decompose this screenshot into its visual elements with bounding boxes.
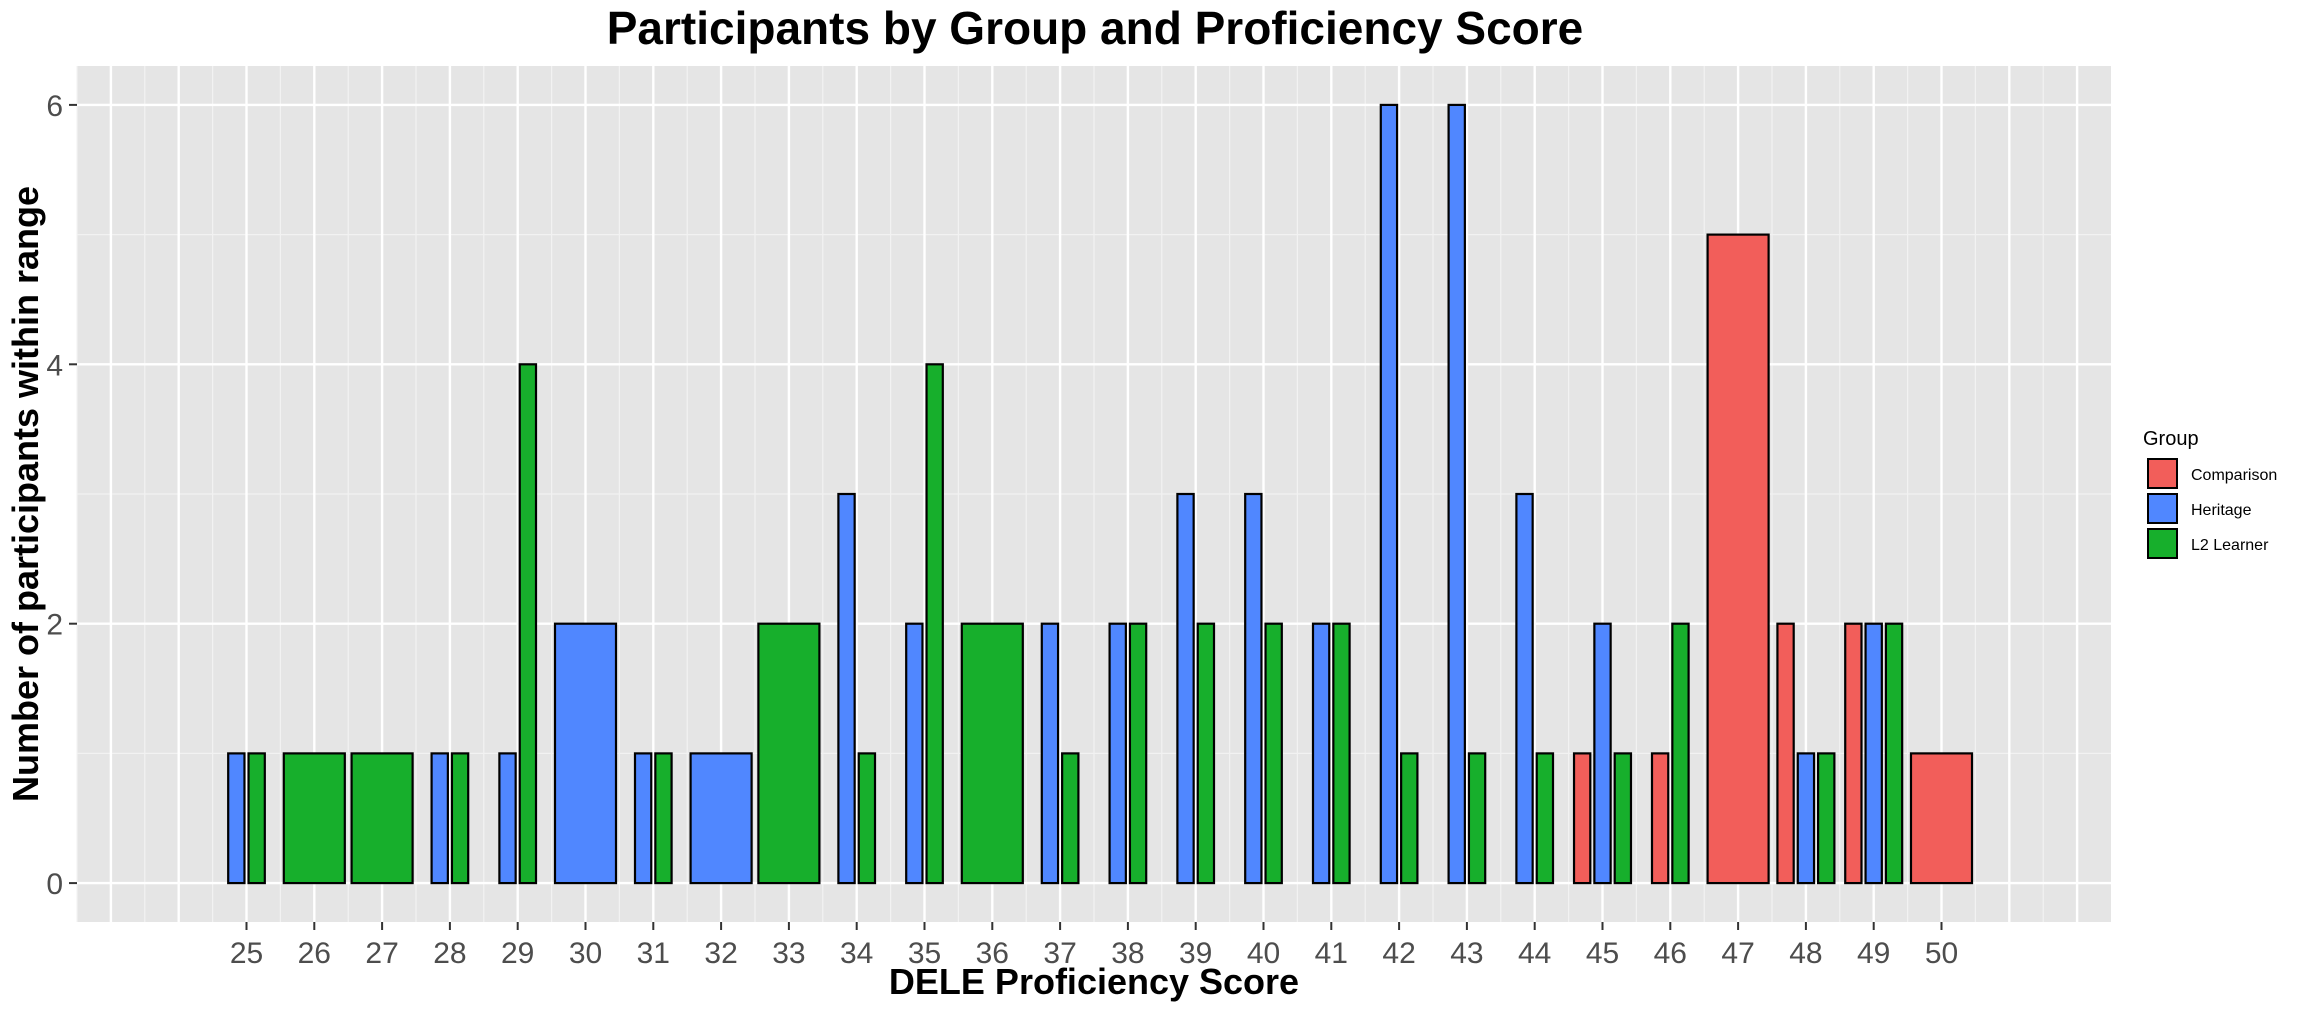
bar-l2-learner	[1264, 622, 1283, 885]
legend-swatch-l2-learner	[2147, 528, 2178, 559]
bar-l2-learner	[1400, 752, 1419, 885]
bar-heritage	[1447, 103, 1466, 885]
x-tick-label: 25	[230, 937, 263, 970]
x-tick-label: 46	[1654, 937, 1687, 970]
x-tick-label: 42	[1382, 937, 1415, 970]
x-tick-label: 32	[704, 937, 737, 970]
legend-swatch-heritage	[2147, 493, 2178, 524]
bar-l2-learner	[282, 752, 346, 885]
bar-l2-learner	[757, 622, 821, 885]
bar-comparison	[1909, 752, 1974, 885]
x-tick-label: 31	[637, 937, 670, 970]
bar-heritage	[1244, 492, 1263, 885]
y-axis-label: Number of participants within range	[5, 186, 46, 802]
x-tick-label: 28	[433, 937, 466, 970]
bar-heritage	[1176, 492, 1195, 885]
x-axis-ticks: 25 26 27 28 29 30 31 32 33 34 35 36 37 38 39 40 41 42 43 44…	[230, 922, 1958, 970]
legend: Group Comparison Heritage L2 Learner	[2143, 428, 2277, 559]
bars	[227, 103, 1974, 885]
bar-comparison	[1706, 233, 1770, 885]
bar-heritage	[1515, 492, 1534, 885]
bar-l2-learner	[1332, 622, 1351, 885]
bar-l2-learner	[960, 622, 1024, 885]
bar-heritage	[1108, 622, 1127, 885]
bar-heritage	[430, 752, 449, 885]
x-tick-label: 33	[772, 937, 805, 970]
legend-items: Comparison Heritage L2 Learner	[2147, 458, 2277, 559]
x-tick-label: 50	[1925, 937, 1958, 970]
bar-heritage	[498, 752, 517, 885]
x-tick-label: 29	[501, 937, 534, 970]
y-tick-label: 0	[46, 868, 63, 901]
legend-title: Group	[2143, 428, 2199, 450]
bar-l2-learner	[518, 363, 538, 885]
bar-comparison	[1650, 752, 1670, 885]
x-axis-label: DELE Proficiency Score	[889, 961, 1299, 1002]
legend-label: Heritage	[2191, 502, 2252, 519]
x-tick-label: 30	[569, 937, 602, 970]
x-tick-label: 41	[1315, 937, 1348, 970]
bar-comparison	[1776, 622, 1795, 885]
x-tick-label: 39	[1179, 937, 1212, 970]
legend-label: L2 Learner	[2191, 537, 2269, 554]
bar-heritage	[905, 622, 924, 885]
x-tick-label: 35	[908, 937, 941, 970]
bar-heritage	[1311, 622, 1331, 885]
bar-l2-learner	[1884, 622, 1904, 885]
y-tick-label: 2	[46, 609, 63, 642]
legend-swatch-comparison	[2147, 458, 2178, 489]
chart-title: Participants by Group and Proficiency Sc…	[607, 2, 1584, 54]
bar-heritage	[1796, 752, 1816, 885]
bar-l2-learner	[1535, 752, 1555, 885]
bar-l2-learner	[450, 752, 470, 885]
x-tick-label: 44	[1518, 937, 1551, 970]
x-tick-label: 38	[1111, 937, 1144, 970]
legend-label: Comparison	[2191, 467, 2277, 484]
bar-l2-learner	[1061, 752, 1080, 885]
bar-heritage	[1864, 622, 1883, 885]
bar-l2-learner	[654, 752, 673, 885]
y-tick-label: 4	[46, 349, 63, 382]
bar-l2-learner	[247, 752, 266, 885]
bar-l2-learner	[1613, 752, 1633, 885]
bar-heritage	[837, 492, 856, 885]
x-tick-label: 48	[1789, 937, 1822, 970]
y-tick-label: 6	[46, 90, 63, 123]
x-tick-label: 27	[365, 937, 398, 970]
bar-heritage	[1040, 622, 1060, 885]
bar-comparison	[1572, 752, 1592, 885]
bar-heritage	[1593, 622, 1612, 885]
y-axis-ticks: 0 2 4 6	[46, 90, 77, 901]
bar-l2-learner	[1196, 622, 1216, 885]
bar-l2-learner	[350, 752, 414, 885]
x-tick-label: 43	[1450, 937, 1483, 970]
bar-heritage	[689, 752, 753, 885]
gridlines	[76, 66, 2111, 922]
bar-l2-learner	[1671, 622, 1690, 885]
x-tick-label: 47	[1721, 937, 1754, 970]
x-tick-label: 40	[1247, 937, 1280, 970]
x-tick-label: 49	[1857, 937, 1890, 970]
x-tick-label: 34	[840, 937, 873, 970]
bar-l2-learner	[857, 752, 877, 885]
bar-l2-learner	[1467, 752, 1487, 885]
bar-l2-learner	[1128, 622, 1148, 885]
bar-heritage	[227, 752, 246, 885]
bar-heritage	[1379, 103, 1399, 885]
bar-heritage	[553, 622, 618, 885]
bar-heritage	[633, 752, 653, 885]
bar-comparison	[1844, 622, 1863, 885]
x-tick-label: 36	[976, 937, 1009, 970]
x-tick-label: 45	[1586, 937, 1619, 970]
x-tick-label: 26	[298, 937, 331, 970]
x-tick-label: 37	[1043, 937, 1076, 970]
bar-l2-learner	[1817, 752, 1836, 885]
bar-l2-learner	[925, 363, 944, 885]
